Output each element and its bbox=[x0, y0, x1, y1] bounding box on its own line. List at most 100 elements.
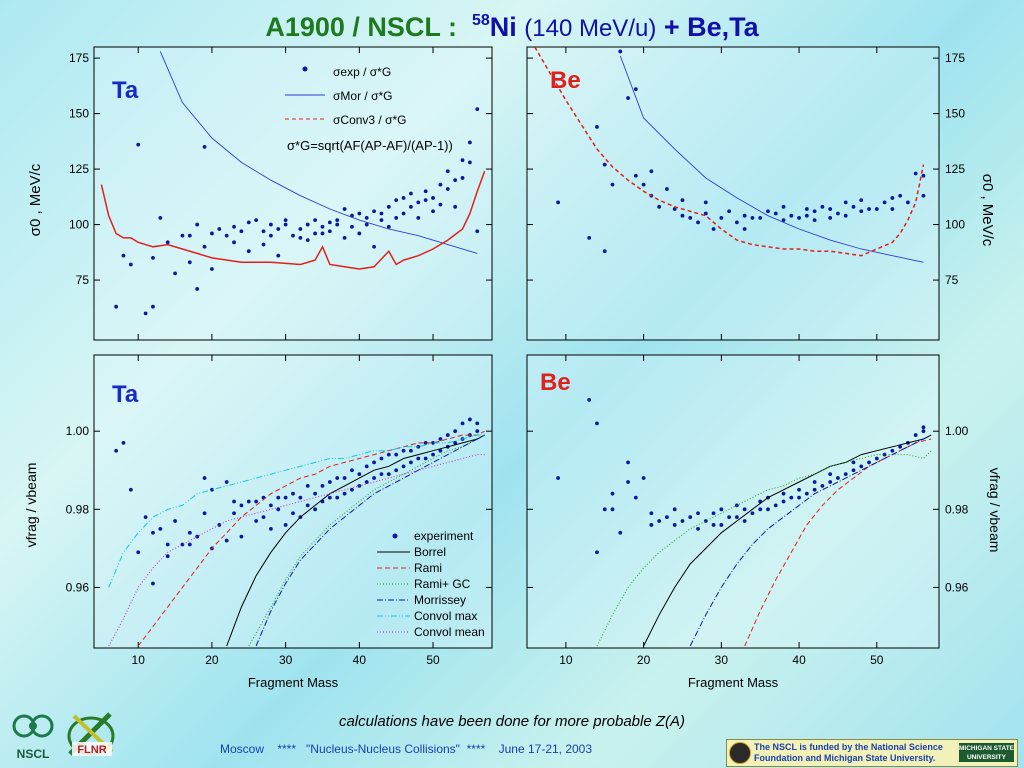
legend-sigma-conv: σConv3 / σ*G bbox=[333, 113, 407, 127]
data-point-exp-g bbox=[298, 227, 303, 231]
data-point-exp-g bbox=[913, 171, 918, 176]
data-point-exp-g bbox=[210, 267, 214, 271]
x-tick-label: 30 bbox=[279, 653, 293, 667]
y-tick-label: 0.96 bbox=[66, 580, 90, 594]
data-point-exp-g bbox=[804, 207, 809, 211]
data-point-experiment bbox=[327, 480, 332, 484]
y-tick-label: 175 bbox=[945, 51, 965, 65]
x-axis-label-right: Fragment Mass bbox=[688, 675, 779, 690]
data-point-experiment bbox=[254, 519, 259, 523]
data-point-exp-g bbox=[165, 240, 170, 245]
data-point-exp-g bbox=[734, 220, 739, 225]
series-line-rami-gc bbox=[596, 450, 932, 647]
data-point-experiment bbox=[217, 523, 222, 527]
data-point-exp-g bbox=[475, 229, 480, 234]
data-point-experiment bbox=[610, 491, 615, 496]
x-tick-label: 20 bbox=[637, 653, 651, 667]
data-point-experiment bbox=[409, 448, 413, 453]
data-point-experiment bbox=[820, 483, 825, 488]
legend-sigma-exp: σexp / σ*G bbox=[333, 65, 391, 79]
data-point-exp-g bbox=[372, 244, 376, 249]
data-point-exp-g bbox=[906, 200, 910, 205]
data-point-exp-g bbox=[246, 249, 251, 254]
data-point-exp-g bbox=[742, 213, 747, 218]
legend-v-convmax: Convol max bbox=[414, 609, 477, 623]
data-point-experiment bbox=[268, 526, 273, 531]
data-point-experiment bbox=[556, 476, 560, 480]
chart-ta-sigma: 75 100 125 150 175 bbox=[69, 47, 492, 340]
data-point-experiment bbox=[882, 452, 887, 457]
data-point-experiment bbox=[151, 530, 155, 535]
data-point-experiment bbox=[261, 515, 266, 520]
data-point-exp-g bbox=[703, 211, 708, 216]
data-point-experiment bbox=[291, 491, 295, 496]
data-point-experiment bbox=[202, 511, 207, 516]
data-point-experiment bbox=[305, 483, 310, 488]
series-line-rami bbox=[744, 438, 932, 647]
data-point-exp-g bbox=[283, 218, 288, 223]
data-point-experiment bbox=[781, 499, 786, 504]
legend-v-experiment: experiment bbox=[414, 529, 474, 543]
data-point-experiment bbox=[342, 476, 347, 480]
data-point-experiment bbox=[812, 487, 817, 492]
panel-ta-velocity bbox=[93, 354, 493, 649]
data-point-experiment bbox=[327, 495, 332, 500]
data-point-exp-g bbox=[386, 204, 391, 209]
data-point-experiment bbox=[372, 460, 376, 465]
data-point-experiment bbox=[719, 507, 724, 512]
data-point-experiment bbox=[812, 480, 817, 484]
data-point-exp-g bbox=[602, 249, 607, 254]
data-point-exp-g bbox=[867, 207, 871, 211]
data-point-experiment bbox=[423, 441, 428, 445]
data-point-experiment bbox=[224, 538, 229, 543]
title-energy: (140 MeV/u) bbox=[524, 15, 657, 42]
series-line-conv3-g bbox=[100, 171, 486, 270]
data-point-exp-g bbox=[859, 198, 864, 203]
data-point-exp-g bbox=[268, 233, 273, 238]
data-point-experiment bbox=[727, 515, 732, 520]
data-point-experiment bbox=[416, 456, 421, 461]
data-point-exp-g bbox=[335, 218, 340, 223]
data-point-exp-g bbox=[626, 96, 630, 100]
plot-marks bbox=[100, 51, 486, 316]
data-point-exp-g bbox=[409, 191, 413, 196]
x-tick-label: 40 bbox=[353, 653, 367, 667]
data-point-exp-g bbox=[394, 198, 399, 203]
data-point-experiment bbox=[350, 487, 354, 492]
data-point-experiment bbox=[913, 433, 918, 437]
label-ta-bottom: Ta bbox=[112, 381, 139, 408]
data-point-experiment bbox=[409, 460, 413, 465]
data-point-experiment bbox=[874, 456, 879, 461]
data-point-experiment bbox=[386, 452, 391, 457]
data-point-exp-g bbox=[467, 160, 472, 165]
data-point-exp-g bbox=[313, 231, 318, 236]
nsf-seal-icon bbox=[729, 742, 751, 764]
data-point-exp-g bbox=[595, 125, 599, 129]
data-point-experiment bbox=[423, 456, 428, 461]
data-point-experiment bbox=[394, 452, 399, 457]
data-point-experiment bbox=[180, 542, 185, 547]
data-point-exp-g bbox=[151, 255, 155, 260]
data-point-exp-g bbox=[672, 207, 677, 211]
legend-v-rami: Rami bbox=[414, 561, 442, 575]
data-point-experiment bbox=[719, 523, 724, 527]
data-point-exp-g bbox=[276, 253, 281, 258]
data-point-exp-g bbox=[327, 220, 332, 225]
data-point-experiment bbox=[187, 530, 192, 535]
series-line-convol-max bbox=[108, 434, 485, 588]
data-point-experiment bbox=[641, 476, 646, 480]
series-line-rami-gc bbox=[248, 434, 485, 647]
data-point-exp-g bbox=[416, 200, 421, 205]
data-point-exp-g bbox=[121, 253, 126, 258]
data-point-exp-g bbox=[649, 169, 654, 174]
data-point-exp-g bbox=[882, 200, 887, 205]
data-point-experiment bbox=[364, 464, 369, 469]
series-line-mor-g bbox=[159, 51, 478, 254]
data-point-experiment bbox=[313, 491, 318, 496]
data-point-experiment bbox=[781, 491, 786, 496]
data-point-exp-g bbox=[305, 222, 310, 227]
data-point-exp-g bbox=[283, 222, 288, 227]
data-point-experiment bbox=[773, 503, 778, 508]
data-point-exp-g bbox=[921, 193, 926, 198]
series-line-borrel bbox=[226, 434, 485, 647]
